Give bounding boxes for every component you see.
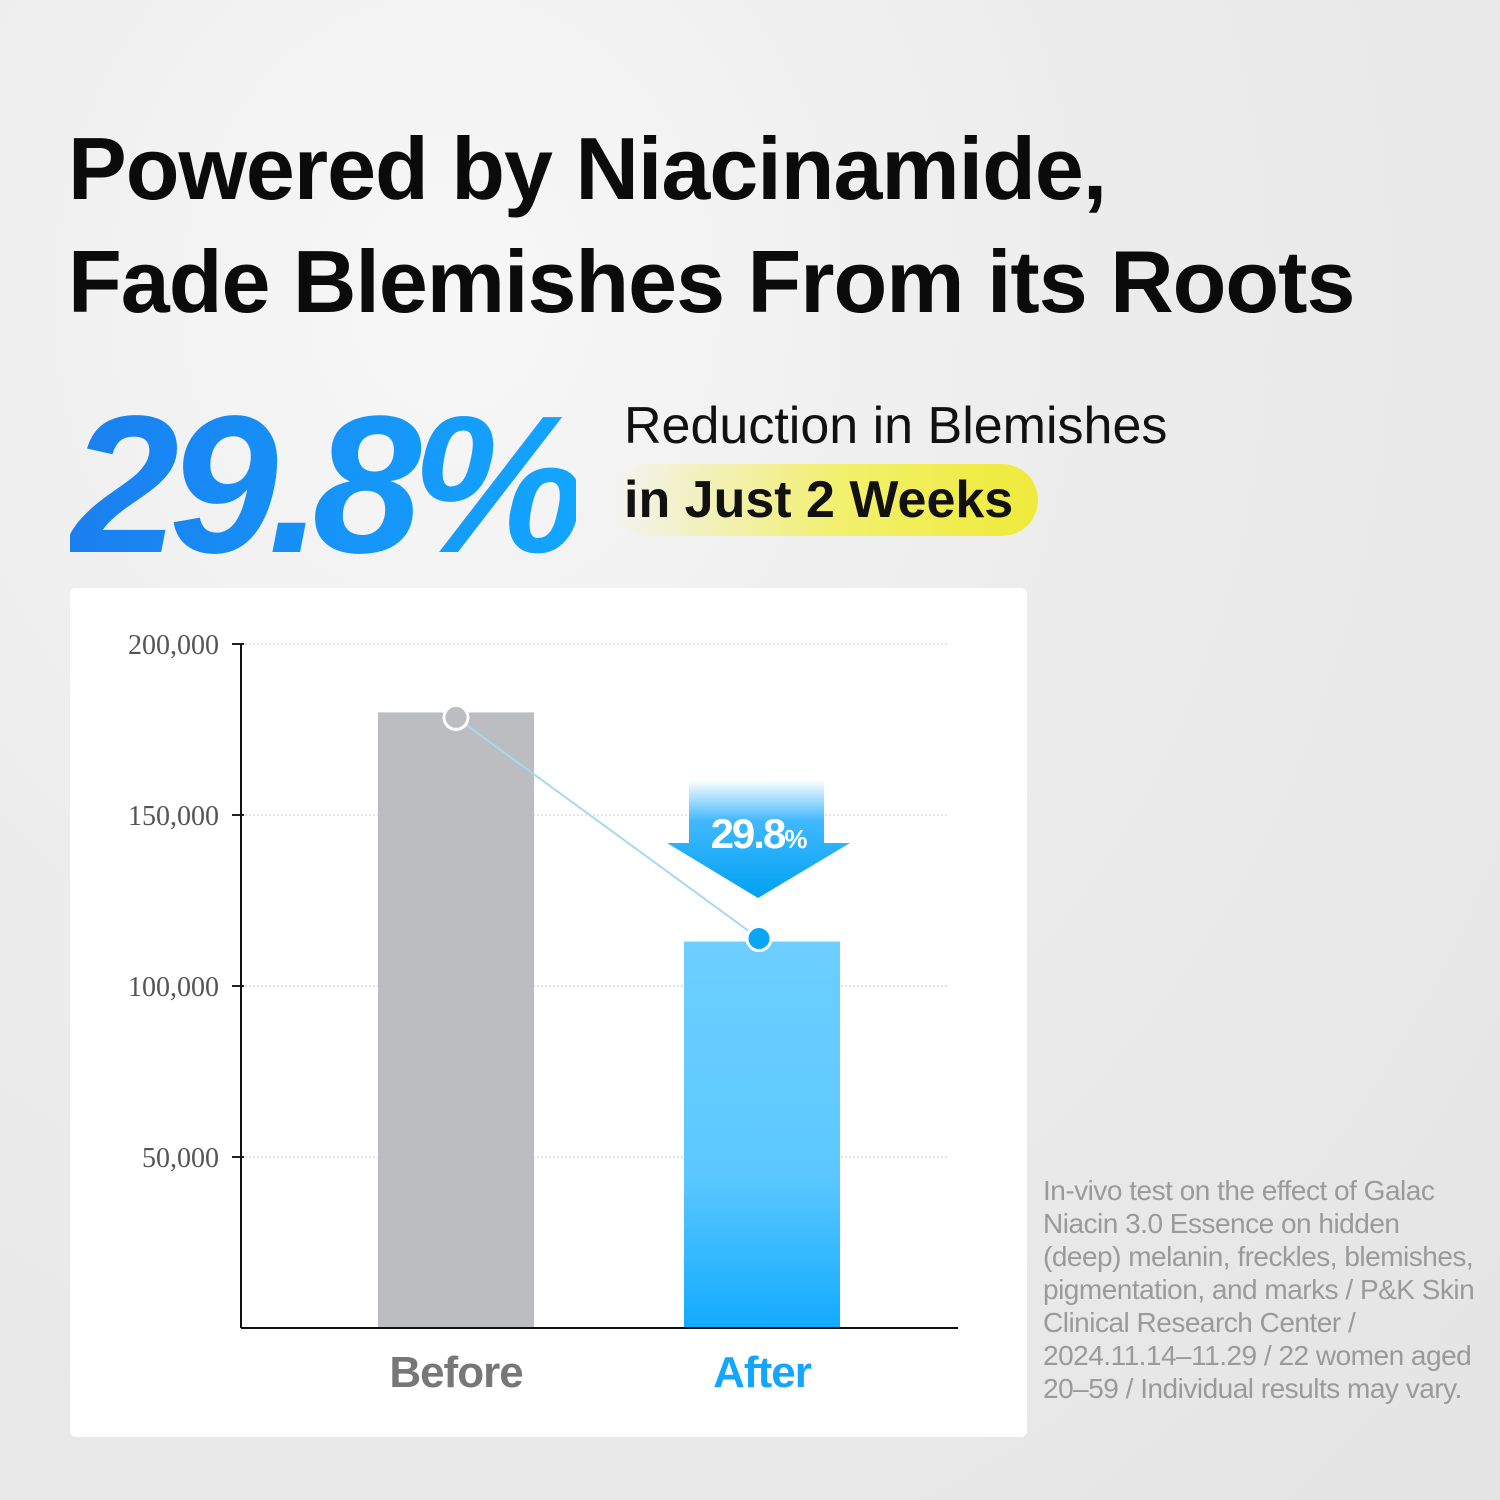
arrow-label: 29.8%	[711, 810, 808, 857]
stat-line-1: Reduction in Blemishes	[624, 397, 1168, 455]
bar-after	[684, 941, 840, 1328]
y-tick-label: 200,000	[128, 630, 219, 661]
x-label-before: Before	[389, 1348, 522, 1397]
stat-line-2: in Just 2 Weeks	[624, 471, 1014, 529]
headline-line-1: Powered by Niacinamide,	[68, 119, 1107, 218]
x-label-after: After	[713, 1348, 812, 1397]
headline: Powered by Niacinamide, Fade Blemishes F…	[68, 112, 1355, 338]
chart-card	[70, 588, 1027, 1437]
trend-line	[455, 716, 760, 940]
y-tick-label: 100,000	[128, 972, 219, 1003]
down-arrow-icon	[667, 780, 850, 898]
footnote: In-vivo test on the effect of Galac Niac…	[1043, 1175, 1475, 1404]
highlight-pill	[612, 464, 1038, 536]
y-tick-label: 50,000	[142, 1143, 219, 1174]
before-point	[442, 703, 470, 731]
stat-value: 29.8%	[70, 372, 586, 597]
y-tick-label: 150,000	[128, 801, 219, 832]
headline-line-2: Fade Blemishes From its Roots	[68, 232, 1355, 331]
bar-before	[378, 712, 534, 1328]
after-point	[745, 925, 773, 953]
